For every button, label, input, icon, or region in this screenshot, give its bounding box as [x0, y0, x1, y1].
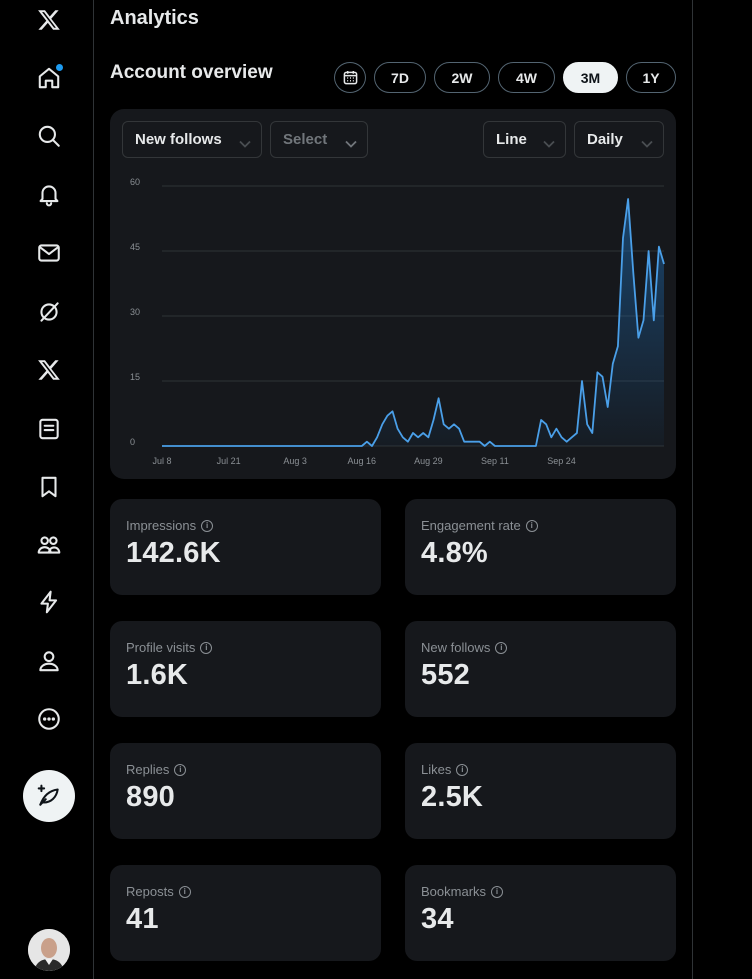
- chart-type-label: Line: [496, 131, 527, 148]
- lists-icon[interactable]: [25, 405, 73, 453]
- chart-type-select[interactable]: Line: [483, 121, 566, 158]
- stat-label: Reposts: [126, 884, 174, 899]
- metric-select-label: New follows: [135, 131, 222, 148]
- chevron-down-icon: [239, 135, 251, 148]
- stat-label: Profile visits: [126, 640, 196, 655]
- chevron-down-icon: [641, 135, 653, 148]
- stat-value: 552: [421, 659, 470, 691]
- y-tick-label: 15: [130, 372, 140, 382]
- info-icon[interactable]: i: [495, 641, 508, 654]
- stat-value: 142.6K: [126, 537, 221, 569]
- new-follows-chart: 0 15 30 45 60 Jul 8 Jul 21 Aug 3 Aug 16 Aug 29 Se…: [130, 177, 665, 466]
- section-title: Account overview: [110, 62, 273, 83]
- mail-icon[interactable]: [25, 229, 73, 277]
- x-tick-label: Jul 21: [217, 456, 241, 466]
- home-icon[interactable]: [25, 54, 73, 102]
- stat-label: Engagement rate: [421, 518, 521, 533]
- metric-select[interactable]: New follows: [122, 121, 262, 158]
- stat-value: 4.8%: [421, 537, 488, 569]
- search-icon[interactable]: [25, 112, 73, 160]
- stat-label: Likes: [421, 762, 452, 777]
- y-tick-label: 0: [130, 437, 135, 447]
- notification-dot: [56, 64, 63, 71]
- stat-label: Impressions: [126, 518, 197, 533]
- info-icon[interactable]: i: [178, 885, 191, 898]
- x-tick-label: Sep 11: [481, 456, 509, 466]
- profile-icon[interactable]: [25, 637, 73, 685]
- feather-plus-icon: [37, 784, 59, 806]
- stat-value: 890: [126, 781, 175, 813]
- calendar-button[interactable]: [334, 62, 366, 93]
- y-tick-label: 30: [130, 307, 140, 317]
- sidebar-nav: [0, 0, 94, 979]
- stat-card-impressions[interactable]: Impressions i 142.6K: [110, 499, 381, 595]
- more-icon[interactable]: [25, 695, 73, 743]
- y-tick-label: 60: [130, 177, 140, 187]
- stat-card-new-follows[interactable]: New follows i 552: [405, 621, 676, 717]
- stat-value: 41: [126, 903, 159, 935]
- x-tick-label: Sep 24: [547, 456, 576, 466]
- stat-value: 1.6K: [126, 659, 189, 691]
- stat-card-profile-visits[interactable]: Profile visits i 1.6K: [110, 621, 381, 717]
- stat-label: Bookmarks: [421, 884, 487, 899]
- bookmark-icon[interactable]: [25, 463, 73, 511]
- communities-icon[interactable]: [25, 521, 73, 569]
- interval-select[interactable]: Daily: [574, 121, 664, 158]
- stat-label: Replies: [126, 762, 170, 777]
- stat-card-reposts[interactable]: Reposts i 41: [110, 865, 381, 961]
- range-4w-button[interactable]: 4W: [498, 62, 555, 93]
- series-area: [162, 199, 664, 446]
- avatar[interactable]: [28, 929, 70, 971]
- chart-card: New follows Select Line Daily 0 15 30 45 60 …: [110, 109, 676, 479]
- info-icon[interactable]: i: [200, 641, 213, 654]
- post-button[interactable]: [23, 770, 75, 822]
- series-line: [162, 198, 665, 447]
- chevron-down-icon: [543, 135, 555, 148]
- compare-select[interactable]: Select: [270, 121, 368, 158]
- page-title: Analytics: [110, 7, 199, 29]
- info-icon[interactable]: i: [201, 519, 214, 532]
- x-premium-icon[interactable]: [25, 346, 73, 394]
- stat-card-replies[interactable]: Replies i 890: [110, 743, 381, 839]
- range-3m-button[interactable]: 3M: [563, 62, 618, 93]
- compare-select-label: Select: [283, 131, 328, 148]
- chevron-down-icon: [345, 135, 357, 148]
- calendar-icon: [343, 70, 357, 85]
- interval-label: Daily: [587, 131, 623, 148]
- stat-label: New follows: [421, 640, 491, 655]
- info-icon[interactable]: i: [491, 885, 504, 898]
- lightning-icon[interactable]: [25, 578, 73, 626]
- x-tick-label: Jul 8: [152, 456, 171, 466]
- x-tick-label: Aug 16: [348, 456, 377, 466]
- bell-icon[interactable]: [25, 170, 73, 218]
- info-icon[interactable]: i: [525, 519, 538, 532]
- y-tick-label: 45: [130, 242, 140, 252]
- x-logo-icon[interactable]: [25, 0, 73, 44]
- stat-value: 34: [421, 903, 454, 935]
- stat-value: 2.5K: [421, 781, 484, 813]
- x-tick-label: Aug 29: [414, 456, 443, 466]
- grok-icon[interactable]: [25, 288, 73, 336]
- info-icon[interactable]: i: [174, 763, 187, 776]
- stat-card-bookmarks[interactable]: Bookmarks i 34: [405, 865, 676, 961]
- range-7d-button[interactable]: 7D: [374, 62, 426, 93]
- stat-card-likes[interactable]: Likes i 2.5K: [405, 743, 676, 839]
- stat-card-engagement-rate[interactable]: Engagement rate i 4.8%: [405, 499, 676, 595]
- column-divider: [692, 0, 693, 979]
- range-2w-button[interactable]: 2W: [434, 62, 490, 93]
- x-tick-label: Aug 3: [283, 456, 307, 466]
- info-icon[interactable]: i: [456, 763, 469, 776]
- range-1y-button[interactable]: 1Y: [626, 62, 676, 93]
